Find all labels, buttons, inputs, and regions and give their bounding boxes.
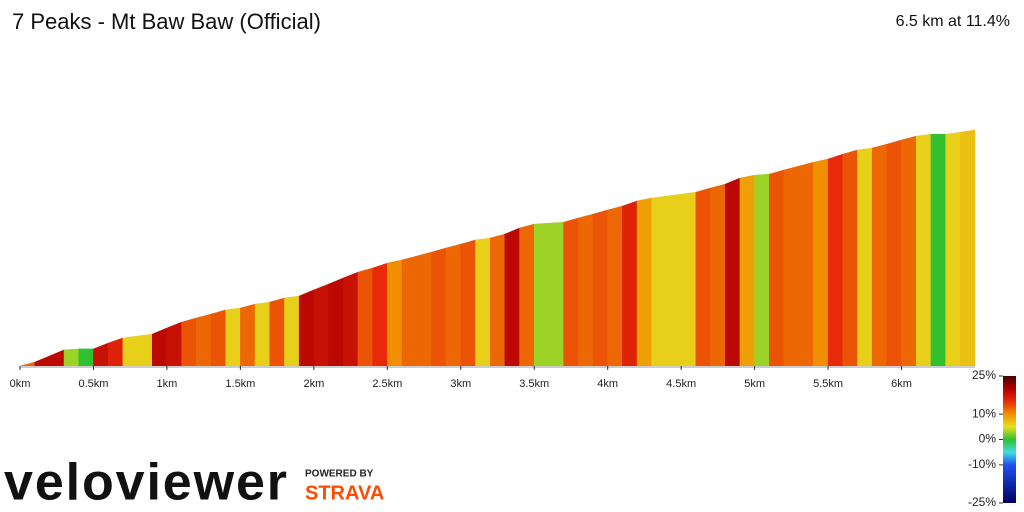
profile-segment xyxy=(240,303,256,367)
profile-segment xyxy=(798,161,814,367)
profile-segment xyxy=(695,187,711,367)
profile-segment xyxy=(827,153,844,367)
x-tick-label: 2.5km xyxy=(372,378,402,390)
profile-segment xyxy=(519,223,535,367)
summary: 6.5 km at 11.4% xyxy=(896,13,1010,30)
profile-segment xyxy=(387,259,403,367)
profile-segment xyxy=(578,213,594,367)
profile-segment xyxy=(769,169,785,367)
profile-segment xyxy=(489,233,506,367)
profile-segment xyxy=(842,149,858,367)
profile-segment xyxy=(592,209,608,367)
colorbar-label: 10% xyxy=(972,406,996,420)
x-tick-label: 2km xyxy=(303,378,324,390)
profile-segment xyxy=(783,165,799,367)
profile-segment xyxy=(930,133,946,367)
profile-segment xyxy=(710,183,726,367)
profile-segment xyxy=(93,342,109,367)
profile-segment xyxy=(445,243,462,367)
profile-segment xyxy=(269,297,285,367)
profile-segment xyxy=(857,147,873,367)
profile-segment xyxy=(357,267,373,367)
x-tick-label: 4.5km xyxy=(666,378,696,390)
x-tick-label: 5.5km xyxy=(813,378,843,390)
x-tick-label: 6km xyxy=(891,378,912,390)
profile-segment xyxy=(313,283,329,367)
profile-segment xyxy=(739,174,755,367)
profile-segment xyxy=(460,239,476,367)
colorbar-label: -10% xyxy=(968,457,996,471)
profile-segment xyxy=(416,251,432,367)
profile-segment xyxy=(680,191,697,367)
profile-segment xyxy=(871,143,888,367)
profile-segment xyxy=(63,348,80,367)
profile-segment xyxy=(372,262,388,367)
profile-segment xyxy=(431,247,447,367)
x-tick-label: 1.5km xyxy=(225,378,255,390)
profile-segment xyxy=(401,255,417,367)
profile-segment xyxy=(813,158,829,367)
profile-segment xyxy=(901,135,917,367)
profile-segment xyxy=(284,295,300,367)
x-tick-label: 1km xyxy=(157,378,178,390)
profile-segment xyxy=(504,227,520,367)
profile-segment xyxy=(137,333,153,367)
powered-by: POWERED BY xyxy=(305,469,374,480)
profile-segment xyxy=(960,129,976,367)
profile-segment xyxy=(342,271,359,367)
profile-segment xyxy=(724,177,741,367)
profile-segment xyxy=(225,307,241,367)
profile-segment xyxy=(666,193,682,367)
profile-segment xyxy=(607,205,623,367)
profile-segment xyxy=(210,309,226,367)
x-tick-label: 0.5km xyxy=(78,378,108,390)
profile-segment xyxy=(19,361,35,367)
profile-segment xyxy=(651,195,667,367)
profile-segment xyxy=(78,348,94,367)
chart-title: 7 Peaks - Mt Baw Baw (Official) xyxy=(12,9,321,34)
colorbar-label: 25% xyxy=(972,368,996,382)
profile-segment xyxy=(254,301,271,367)
logo: veloviewer xyxy=(4,454,287,512)
profile-segment xyxy=(181,317,197,367)
profile-segment xyxy=(49,349,65,367)
colorbar-label: -25% xyxy=(968,495,996,509)
colorbar xyxy=(1003,376,1016,503)
colorbar-label: 0% xyxy=(979,432,997,446)
profile-segment xyxy=(122,335,138,367)
profile-segment xyxy=(563,217,579,367)
profile-segment xyxy=(328,277,344,367)
profile-segment xyxy=(298,289,315,367)
strava-logo: STRAVA xyxy=(305,482,384,504)
profile-segment xyxy=(915,133,932,367)
profile-segment xyxy=(166,321,182,367)
profile-segment xyxy=(533,222,550,367)
profile-segment xyxy=(475,237,491,367)
x-tick-label: 5km xyxy=(744,378,765,390)
profile-segment xyxy=(886,139,902,367)
x-tick-label: 4km xyxy=(597,378,618,390)
profile-segment xyxy=(548,221,564,367)
x-tick-label: 3km xyxy=(450,378,471,390)
profile-segment xyxy=(34,355,50,367)
profile-segment xyxy=(636,197,653,367)
x-tick-label: 3.5km xyxy=(519,378,549,390)
profile-segment xyxy=(945,131,961,367)
profile-segment xyxy=(107,337,124,367)
profile-segment xyxy=(754,173,770,367)
profile-segment xyxy=(196,313,212,367)
profile-segment xyxy=(622,200,638,367)
profile-segment xyxy=(151,327,168,367)
x-tick-label: 0km xyxy=(10,378,31,390)
